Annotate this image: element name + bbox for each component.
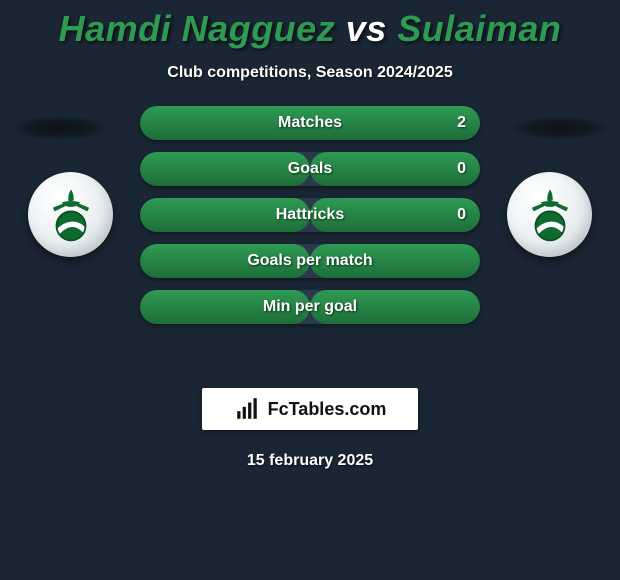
stat-bar-matches: Matches 2 [140,106,480,140]
subtitle: Club competitions, Season 2024/2025 [0,64,620,82]
stat-bar-goals: Goals 0 [140,152,480,186]
page-title: Hamdi Nagguez vs Sulaiman [0,0,620,50]
player1-club-badge [28,172,113,257]
title-player2: Sulaiman [397,8,561,49]
stat-bar-fill-right [310,198,480,232]
stat-bar-fill-left [140,244,310,278]
stat-bar-fill-left [140,152,310,186]
stat-bar-fill-right [310,244,480,278]
al-ahli-crest-icon [521,186,579,244]
stat-bar-fill-left [140,198,310,232]
stat-bar-fill-right [140,106,480,140]
branding-badge[interactable]: FcTables.com [202,388,418,430]
bar-chart-icon [234,396,260,422]
al-ahli-crest-icon [42,186,100,244]
stat-bar-hattricks: Hattricks 0 [140,198,480,232]
player1-shadow [12,116,108,140]
stat-bar-fill-left [140,290,310,324]
stat-bar-fill-right [310,152,480,186]
title-player1: Hamdi Nagguez [59,8,336,49]
stat-bar-goals-per-match: Goals per match [140,244,480,278]
player2-shadow [512,116,608,140]
player2-club-badge [507,172,592,257]
footer-date: 15 february 2025 [0,452,620,470]
comparison-stage: Matches 2 Goals 0 Hattricks 0 Goals per … [0,120,620,370]
branding-text: FcTables.com [268,399,387,420]
stat-bar-min-per-goal: Min per goal [140,290,480,324]
title-vs: vs [346,8,387,49]
stat-bars: Matches 2 Goals 0 Hattricks 0 Goals per … [140,106,480,336]
stat-bar-fill-right [310,290,480,324]
